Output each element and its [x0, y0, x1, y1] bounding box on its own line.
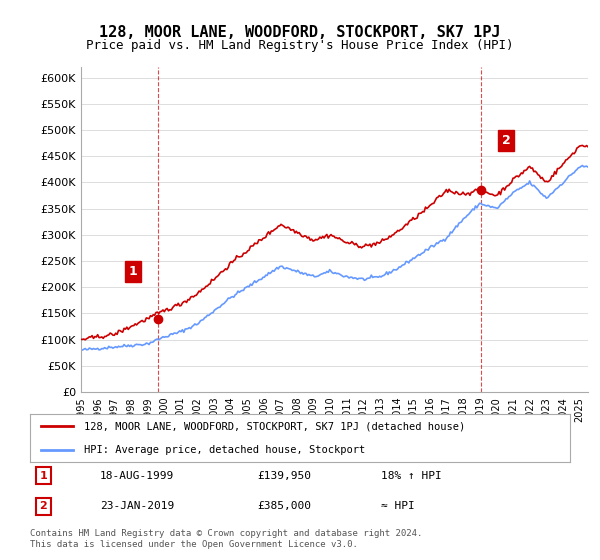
- Text: 2: 2: [502, 134, 510, 147]
- Text: 1: 1: [128, 265, 137, 278]
- Text: 128, MOOR LANE, WOODFORD, STOCKPORT, SK7 1PJ: 128, MOOR LANE, WOODFORD, STOCKPORT, SK7…: [99, 25, 501, 40]
- Text: £139,950: £139,950: [257, 470, 311, 480]
- Text: 128, MOOR LANE, WOODFORD, STOCKPORT, SK7 1PJ (detached house): 128, MOOR LANE, WOODFORD, STOCKPORT, SK7…: [84, 421, 465, 431]
- Text: 2: 2: [40, 501, 47, 511]
- Text: 18-AUG-1999: 18-AUG-1999: [100, 470, 175, 480]
- Text: 23-JAN-2019: 23-JAN-2019: [100, 501, 175, 511]
- Text: 18% ↑ HPI: 18% ↑ HPI: [381, 470, 442, 480]
- Text: ≈ HPI: ≈ HPI: [381, 501, 415, 511]
- Text: £385,000: £385,000: [257, 501, 311, 511]
- Text: Price paid vs. HM Land Registry's House Price Index (HPI): Price paid vs. HM Land Registry's House …: [86, 39, 514, 52]
- Text: 1: 1: [40, 470, 47, 480]
- Text: HPI: Average price, detached house, Stockport: HPI: Average price, detached house, Stoc…: [84, 445, 365, 455]
- Text: Contains HM Land Registry data © Crown copyright and database right 2024.
This d: Contains HM Land Registry data © Crown c…: [30, 529, 422, 549]
